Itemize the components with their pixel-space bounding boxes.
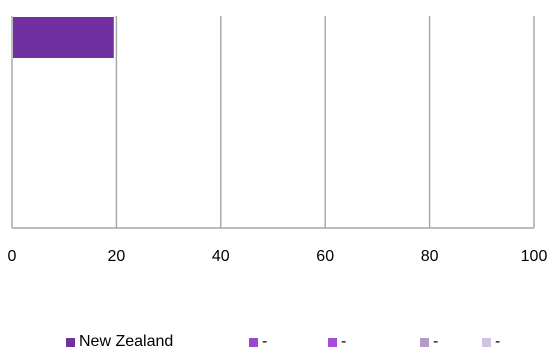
legend-swatch bbox=[420, 337, 429, 347]
legend-item-3: - bbox=[328, 333, 346, 351]
legend-item-4: - bbox=[420, 333, 438, 351]
gridlines bbox=[11, 16, 535, 229]
legend-label: - bbox=[433, 333, 439, 350]
legend: New Zealand - - - - bbox=[66, 333, 536, 355]
legend-item-new-zealand: New Zealand bbox=[66, 333, 173, 351]
legend-swatch bbox=[249, 337, 258, 347]
legend-item-5: - bbox=[482, 333, 500, 351]
legend-swatch bbox=[482, 337, 491, 347]
x-tick-label: 80 bbox=[421, 248, 439, 265]
bars bbox=[13, 17, 114, 58]
legend-label: New Zealand bbox=[79, 333, 174, 350]
legend-label: - bbox=[262, 333, 268, 350]
x-tick-label: 20 bbox=[108, 248, 126, 265]
legend-label: - bbox=[495, 333, 501, 350]
legend-swatch bbox=[66, 337, 75, 347]
x-tick-label: 0 bbox=[8, 248, 17, 265]
x-tick-label: 60 bbox=[316, 248, 334, 265]
x-tick-label: 100 bbox=[521, 248, 548, 265]
legend-item-2: - bbox=[249, 333, 267, 351]
bar-new-zealand bbox=[13, 17, 114, 58]
bar-chart: 0 20 40 60 80 100 bbox=[8, 16, 548, 265]
legend-label: - bbox=[341, 333, 347, 350]
legend-swatch bbox=[328, 337, 337, 347]
x-tick-labels: 0 20 40 60 80 100 bbox=[8, 248, 548, 265]
x-tick-label: 40 bbox=[212, 248, 230, 265]
